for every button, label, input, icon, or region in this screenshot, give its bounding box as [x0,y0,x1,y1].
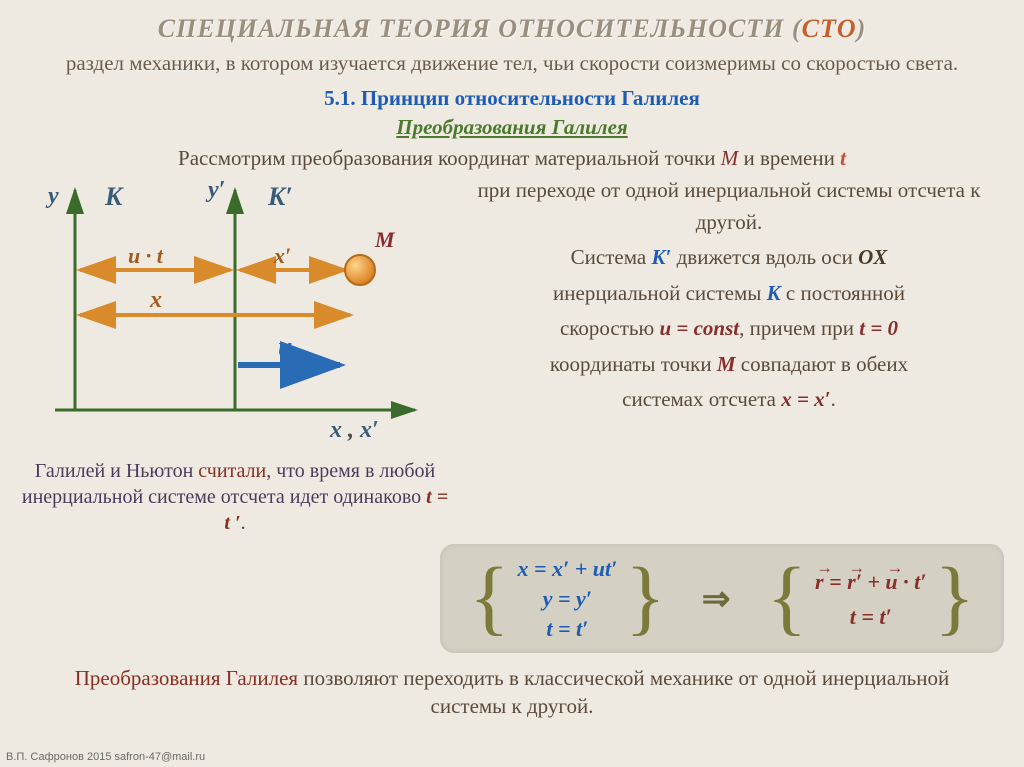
right-brace-icon-2: } [934,569,974,628]
label-y: y [45,183,59,209]
conclusion: Преобразования Галилея позволяют переход… [40,665,984,720]
label-xaxis: x , x′ [329,417,379,443]
subtitle: раздел механики, в котором изучается дви… [60,50,964,76]
right-column: при переходе от одной инерциальной систе… [450,175,1024,536]
right-line-6: системах отсчета x = x′. [456,384,1002,416]
label-ut: u · t [128,243,164,268]
galilean-transform-eqs: x = x′ + ut′ y = y′ t = t′ [509,554,625,643]
section-number: 5.1. Принцип относительности Галилея [0,86,1024,111]
vector-transform-eqs: r = r′ + u · t′ t = t′ [807,564,934,634]
label-Kprime: K′ [267,182,293,211]
right-formula-group: { r = r′ + u · t′ t = t′ } [767,564,975,634]
label-u: u⃗ [278,332,313,361]
right-brace-icon: } [625,569,665,628]
right-line-1: при переходе от одной инерциальной систе… [456,175,1002,238]
label-yprime: y′ [205,177,225,203]
left-brace-icon-2: { [767,569,807,628]
galileo-newton-note: Галилей и Ньютон считали, что время в лю… [20,458,450,536]
title-main: СПЕЦИАЛЬНАЯ ТЕОРИЯ ОТНОСИТЕЛЬНОСТИ ( [158,14,802,43]
label-x: x [149,287,162,313]
right-line-3: инерциальной системы K с постоянной [456,278,1002,310]
right-line-4: скоростью u = const, причем при t = 0 [456,313,1002,345]
left-formula-group: { x = x′ + ut′ y = y′ t = t′ } [469,554,665,643]
title-accent: СТО [802,14,857,43]
coordinate-diagram: y K y′ K′ M u · t x′ x u⃗ x , x′ [20,175,430,445]
intro-text: Рассмотрим преобразования координат мате… [30,146,994,171]
page-title: СПЕЦИАЛЬНАЯ ТЕОРИЯ ОТНОСИТЕЛЬНОСТИ (СТО) [0,0,1024,44]
label-M: M [374,227,396,252]
left-column: y K y′ K′ M u · t x′ x u⃗ x , x′ Галилей… [0,175,450,536]
footer-credit: В.П. Сафронов 2015 safron-47@mail.ru [6,751,205,763]
title-end: ) [857,14,867,43]
right-line-2: Система K′ движется вдоль оси OX [456,242,1002,274]
label-K: K [104,182,124,211]
label-xprime: x′ [273,243,291,268]
left-brace-icon: { [469,569,509,628]
implies-arrow: ⇒ [696,579,737,619]
right-line-5: координаты точки M совпадают в обеих [456,349,1002,381]
formula-box: { x = x′ + ut′ y = y′ t = t′ } ⇒ { r = r… [440,544,1004,653]
section-subtitle: Преобразования Галилея [0,115,1024,140]
